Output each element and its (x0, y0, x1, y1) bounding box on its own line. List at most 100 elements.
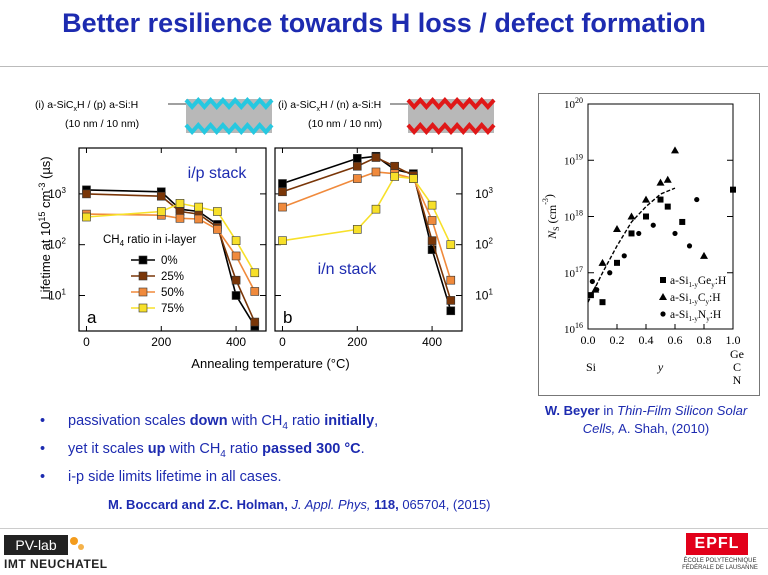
y-tick-label: 101 (48, 287, 66, 302)
beyer-legend-marker (660, 311, 666, 317)
x-tick-label: 400 (422, 335, 442, 349)
stack-diagram-in (390, 96, 496, 136)
bullet-1-part-4: ratio (287, 413, 325, 429)
data-point (250, 317, 260, 327)
beyer-point-triangle (642, 195, 650, 203)
beyer-point-square (643, 213, 649, 220)
beyer-point-triangle (598, 258, 607, 266)
data-point (390, 161, 399, 171)
beyer-point-circle (636, 230, 642, 237)
ref2-rest: A. Shah, (2010) (618, 421, 710, 436)
beyer-y-tick-label: 1020 (564, 96, 583, 111)
panel-a-letter: a (87, 308, 97, 327)
data-point (446, 240, 456, 249)
ref2-book: Thin-Film Silicon Solar Cells, (582, 403, 748, 436)
beyer-point-triangle (671, 146, 679, 154)
epfl-mark: EPFL (686, 533, 748, 555)
data-point (278, 187, 287, 197)
stack-label-ip: (i) a-SiCxH / (p) a-Si:H (10 nm / 10 nm) (35, 98, 139, 131)
slide-title: Better resilience towards H loss / defec… (62, 8, 706, 38)
layer-in-bottom (406, 121, 496, 136)
beyer-point-triangle (627, 212, 636, 220)
beyer-point-circle (650, 222, 656, 228)
beyer-y-tick-label: 1016 (564, 321, 583, 336)
beyer-x-right-label: N (733, 373, 742, 387)
beyer-point-square (628, 230, 635, 237)
y-tick-label-right: 103 (475, 186, 493, 201)
y-tick-label: 103 (48, 186, 66, 201)
legend-marker (138, 271, 148, 281)
bullet-2-part-5: passed 300 °C (262, 440, 361, 457)
data-point (194, 214, 203, 224)
pvlab-logo-text: PV-lab (4, 535, 68, 555)
beyer-x-right-label: C (733, 360, 741, 374)
data-point (352, 154, 362, 163)
panel-b: 0 200 400 101 102 103 i/n stack b Annealing temp… (191, 147, 493, 371)
data-point (250, 287, 260, 296)
ref-rest: 065704, (2015) (402, 497, 491, 512)
x-tick-label: 0 (83, 335, 90, 349)
data-point (82, 189, 91, 199)
beyer-point-square (730, 186, 736, 193)
data-point (231, 275, 241, 285)
bullet-2-part-4: ratio (225, 440, 263, 457)
legend-label: 75% (161, 303, 184, 315)
bullet-3-part-0: i-p side limits lifetime in all cases. (68, 468, 282, 485)
legend-title: CH4 ratio in i-layer (103, 234, 196, 248)
x-axis-label: Annealing temperature (°C) (191, 356, 349, 371)
beyer-point-circle (686, 243, 693, 249)
epfl-name-1: ÉCOLE POLYTECHNIQUE (683, 558, 757, 564)
layer-ip-top (184, 96, 274, 111)
bullet-1-part-3: 4 (282, 420, 288, 432)
lifetime-charts: 0 200 400 101 102 103 i/p stack a CH4 ratio in i… (37, 147, 493, 371)
panel-a: 0 200 400 101 102 103 i/p stack a CH4 ratio in i… (48, 147, 267, 349)
bullet-1-part-2: with CH (227, 413, 283, 429)
series-line-25% (282, 156, 452, 301)
bullet-1-part-1: down (189, 413, 228, 429)
data-point (213, 207, 222, 216)
beyer-x-right-label: Ge (730, 347, 744, 361)
ref-volume: 118, (374, 497, 399, 512)
beyer-point-square (664, 203, 671, 210)
bullet-list: passivation scales down with CH4 ratio i… (40, 410, 378, 488)
data-point (352, 161, 362, 171)
stack-diagram-ip (168, 96, 274, 136)
panel-b-letter: b (283, 308, 292, 327)
beyer-y-tick-label: 1017 (564, 265, 583, 280)
data-point (175, 199, 185, 208)
beyer-legend-label: a-Si1-yCy:H (670, 292, 721, 306)
stack-label-ip-b: H / (p) a-Si:H (77, 99, 139, 111)
data-point (213, 225, 222, 234)
stack-label-in-b: H / (n) a-Si:H (320, 99, 382, 111)
beyer-x-tick-label: 0.2 (610, 333, 625, 347)
epfl-logo: EPFL ÉCOLE POLYTECHNIQUE FÉDÉRALE DE LAU… (680, 533, 760, 573)
data-point (409, 174, 418, 183)
bullet-2-part-3: 4 (220, 448, 226, 460)
legend-marker (138, 255, 148, 265)
layer-ip-bottom (184, 121, 274, 136)
ref2-in: in (603, 403, 614, 418)
epfl-name-2: FÉDÉRALE DE LAUSANNE (682, 565, 758, 571)
reference-side: W. Beyer in Thin-Film Silicon Solar Cell… (536, 402, 756, 438)
x-tick-label: 200 (347, 335, 367, 349)
data-point (278, 202, 287, 212)
y-tick-label-right: 102 (475, 237, 493, 252)
beyer-point-triangle (700, 251, 708, 259)
beyer-x-tick-label: 0.0 (581, 333, 596, 347)
logo-dot-icon (70, 537, 78, 545)
beyer-point-square (614, 259, 620, 266)
beyer-legend-marker (659, 293, 667, 300)
beyer-point-circle (694, 196, 700, 203)
beyer-point-square (599, 299, 606, 306)
legend-marker (138, 303, 148, 313)
panel-b-title: i/n stack (318, 261, 378, 278)
stack-label-in-sub: x (316, 106, 321, 114)
beyer-x-tick-label: 1.0 (726, 333, 741, 347)
data-point (352, 225, 362, 234)
beyer-point-circle (672, 230, 678, 237)
title-divider (0, 66, 768, 67)
data-point (194, 202, 203, 212)
legend-label: 0% (161, 255, 178, 267)
beyer-y-axis-label: NS (cm-3) (541, 194, 561, 240)
